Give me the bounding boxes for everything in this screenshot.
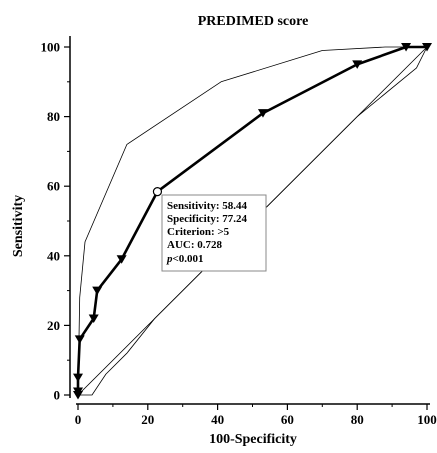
annotation-p-value: <0.001 [173, 253, 204, 265]
chart-title: PREDIMED score [198, 14, 309, 29]
y-tick-label: 0 [54, 388, 61, 403]
y-ticks: 0 20 40 60 80 100 [41, 40, 70, 403]
annotation-sensitivity: Sensitivity: 58.44 [167, 200, 248, 212]
roc-point-marker [73, 387, 83, 397]
y-tick-label: 100 [41, 40, 61, 55]
roc-point-marker [73, 373, 83, 383]
roc-point-marker [74, 335, 85, 344]
x-tick-label: 20 [141, 412, 154, 427]
roc-point-marker [88, 314, 99, 323]
annotation-auc: AUC: 0.728 [167, 239, 222, 251]
annotation-border [161, 194, 267, 272]
x-tick-label: 100 [417, 412, 437, 427]
ci-upper-line [77, 46, 427, 396]
x-tick-label: 0 [75, 412, 82, 427]
y-tick-label: 20 [47, 318, 60, 333]
roc-markers [73, 43, 432, 400]
x-tick-label: 40 [211, 412, 224, 427]
roc-point-marker [257, 109, 268, 118]
roc-point-marker [401, 43, 412, 52]
y-axis-label: Sensitivity [11, 195, 26, 257]
y-tick-label: 40 [47, 248, 60, 263]
y-tick-label: 80 [47, 109, 60, 124]
roc-point-marker [92, 286, 103, 296]
roc-point-marker [116, 255, 127, 264]
annotation-p: p<0.001 [166, 253, 204, 265]
x-tick-label: 60 [281, 412, 294, 427]
annotation-specificity: Specificity: 77.24 [167, 213, 248, 225]
ci-lower-line [78, 46, 428, 396]
annotation-criterion: Criterion: >5 [167, 226, 230, 238]
annotation-box: Sensitivity: 58.44 Specificity: 77.24 Cr… [161, 194, 267, 272]
roc-point-marker [352, 60, 363, 69]
roc-point-marker [422, 43, 432, 52]
criterion-point-marker [152, 187, 163, 197]
x-axis-label: 100-Specificity [209, 432, 297, 447]
x-ticks: 0 20 40 60 80 100 [75, 404, 437, 427]
x-tick-label: 80 [351, 412, 364, 427]
annotation-p-prefix: p [166, 253, 173, 265]
y-tick-label: 60 [47, 179, 60, 194]
